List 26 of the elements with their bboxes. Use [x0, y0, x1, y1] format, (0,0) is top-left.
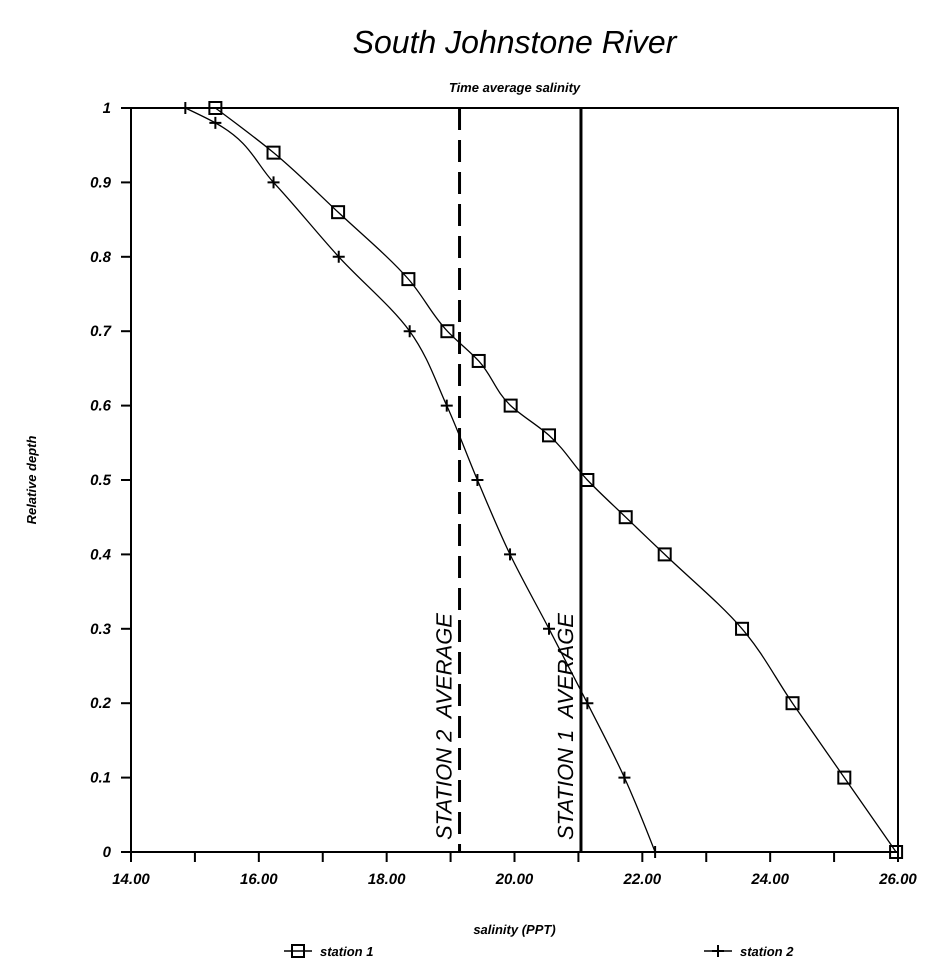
legend-label: station 2: [740, 944, 794, 959]
y-tick-label: 0.4: [90, 546, 112, 564]
x-tick-label: 26.00: [878, 871, 918, 888]
chart-subtitle: Time average salinity: [448, 80, 581, 95]
y-tick-label: 0.3: [90, 620, 112, 638]
x-axis-title: salinity (PPT): [473, 922, 556, 937]
legend-label: station 1: [320, 944, 374, 959]
y-tick-label: 0.8: [90, 248, 112, 266]
y-tick-label: 0.1: [90, 770, 111, 787]
x-tick-label: 20.00: [494, 871, 534, 888]
x-tick-label: 22.00: [622, 871, 662, 888]
y-tick-label: 0.7: [90, 323, 112, 340]
y-tick-label: 0.2: [90, 695, 112, 712]
ref-line-label: STATION 1 AVERAGE: [552, 612, 578, 840]
y-tick-label: 0: [102, 844, 112, 861]
x-tick-label: 14.00: [112, 871, 150, 888]
y-tick-label: 1: [102, 100, 111, 117]
y-tick-label: 0.5: [90, 472, 112, 489]
chart-title: South Johnstone River: [352, 24, 678, 60]
y-tick-label: 0.6: [90, 398, 112, 415]
x-tick-label: 24.00: [750, 871, 790, 888]
x-tick-label: 16.00: [240, 871, 278, 888]
y-axis-title: Relative depth: [24, 436, 39, 524]
ref-line-label: STATION 2 AVERAGE: [432, 612, 457, 840]
x-tick-label: 18.00: [368, 871, 406, 888]
y-tick-label: 0.9: [90, 174, 112, 192]
